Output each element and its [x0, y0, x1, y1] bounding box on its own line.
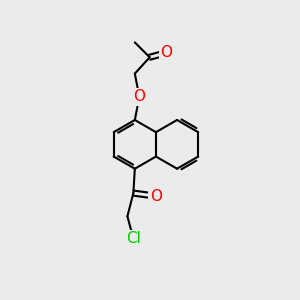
- Text: O: O: [160, 45, 172, 60]
- Text: O: O: [150, 189, 162, 204]
- Text: Cl: Cl: [126, 231, 141, 246]
- Text: O: O: [133, 89, 145, 104]
